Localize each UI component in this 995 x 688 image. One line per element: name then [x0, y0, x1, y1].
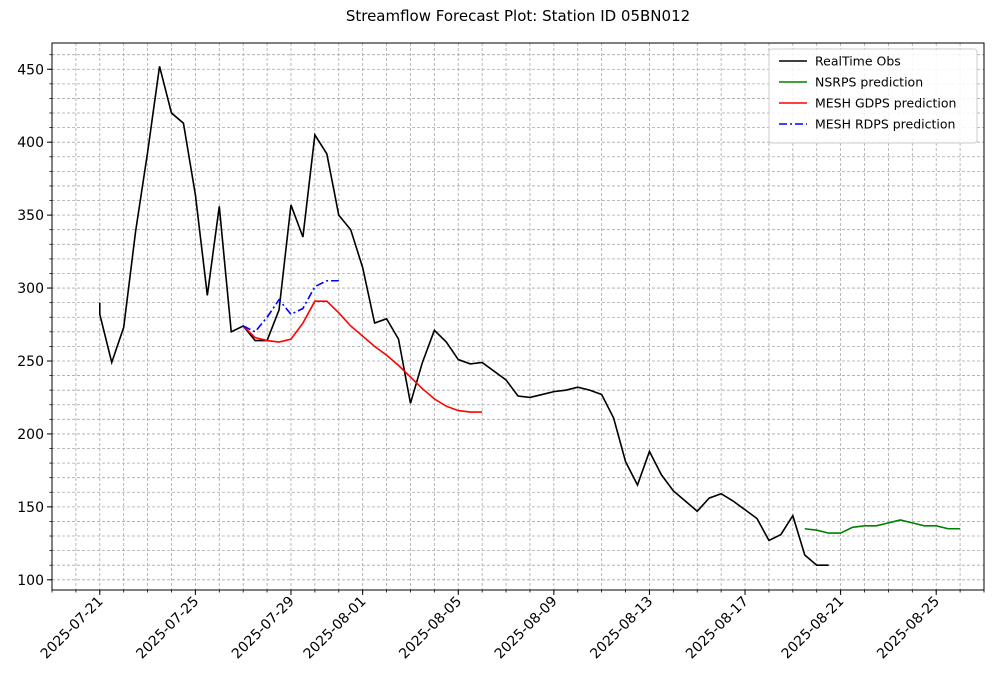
- x-tick-label: 2025-07-25: [133, 594, 202, 663]
- series-line-mesh-rdps-prediction: [242, 279, 339, 333]
- x-tick-label: 2025-08-13: [587, 594, 656, 663]
- x-tick-label: 2025-08-01: [301, 594, 370, 663]
- x-tick-label: 2025-08-21: [779, 594, 848, 663]
- series-lines: [98, 66, 961, 567]
- legend: RealTime Obs NSRPS prediction MESH GDPS pr…: [768, 48, 978, 144]
- y-tick-label: 250: [17, 354, 44, 370]
- y-tick-label: 350: [17, 208, 44, 224]
- plot-frame: [51, 42, 985, 591]
- x-tick-label: 2025-07-21: [38, 594, 107, 663]
- x-tick-label: 2025-08-25: [874, 594, 943, 663]
- chart-title: Streamflow Forecast Plot: Station ID 05B…: [346, 7, 690, 25]
- legend-label: NSRPS prediction: [815, 75, 923, 90]
- y-tick-label: 150: [17, 500, 44, 516]
- x-tick-label: 2025-08-05: [396, 594, 465, 663]
- legend-label: MESH GDPS prediction: [815, 96, 956, 111]
- axes: 100 150 200 250 300 350 400 450 2025-07-21 2025-0…: [17, 54, 985, 663]
- x-tick-label: 2025-07-29: [229, 594, 298, 663]
- y-tick-label: 400: [17, 135, 44, 151]
- x-tick-label: 2025-08-09: [492, 594, 561, 663]
- legend-box: [768, 48, 978, 144]
- y-tick-label: 450: [17, 62, 44, 78]
- y-tick-label: 100: [17, 573, 44, 589]
- y-tick-label: 300: [17, 281, 44, 297]
- series-line-mesh-gdps-prediction: [242, 300, 483, 413]
- x-tick-label: 2025-08-17: [683, 594, 752, 663]
- series-line-realtime-obs: [98, 66, 829, 567]
- y-tick-label: 200: [17, 427, 44, 443]
- series-line-nsrps-prediction: [804, 519, 961, 534]
- legend-label: RealTime Obs: [815, 54, 901, 69]
- legend-label: MESH RDPS prediction: [815, 117, 955, 132]
